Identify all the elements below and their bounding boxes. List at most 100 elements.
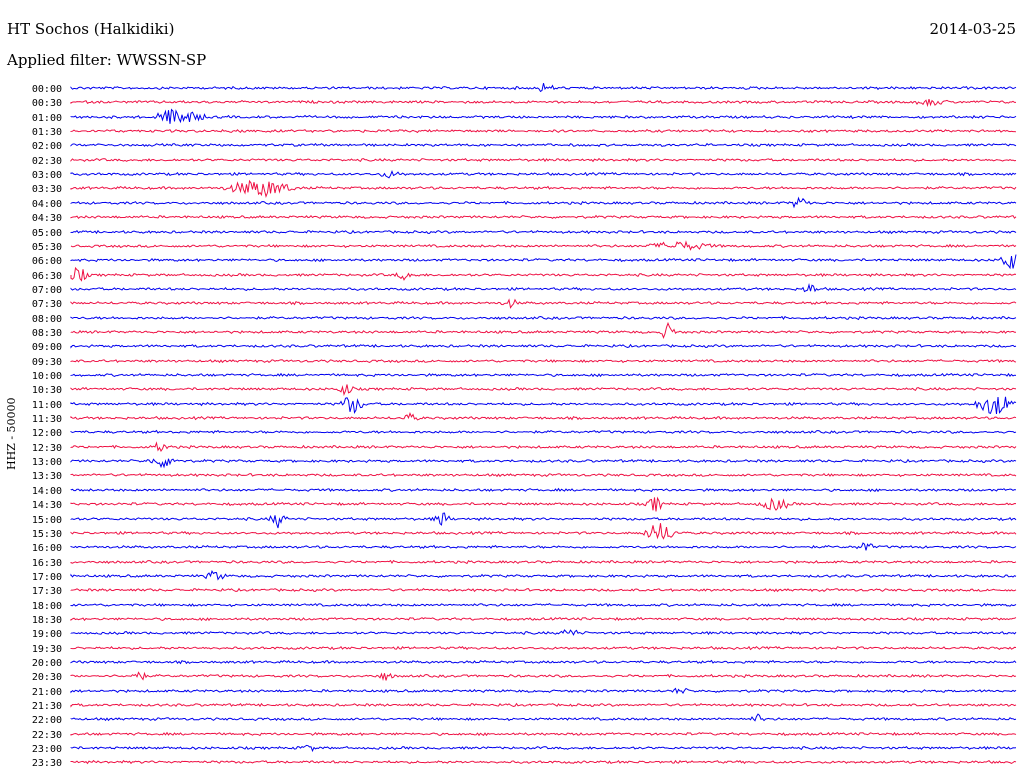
time-label: 07:30 [32,299,62,310]
trace-line [70,687,1017,695]
time-label: 12:30 [32,443,62,454]
time-label: 22:00 [32,715,62,726]
time-label: 13:30 [32,471,62,482]
trace-line [70,570,1017,581]
trace-line [70,157,1017,163]
time-label: 10:00 [32,371,62,382]
time-label: 02:30 [32,156,62,167]
time-label: 13:00 [32,457,62,468]
trace-line [70,214,1017,220]
time-label: 16:00 [32,543,62,554]
time-label: 15:30 [32,529,62,540]
time-label: 03:00 [32,170,62,181]
y-axis-label-wrap: HHZ - 50000 [5,380,21,470]
time-label: 00:30 [32,98,62,109]
trace-line [70,429,1017,435]
trace-line [70,321,1016,340]
time-label: 19:30 [32,644,62,655]
time-label: 03:30 [32,184,62,195]
filter-label: Applied filter: WWSSN-SP [7,51,207,69]
time-label: 21:00 [32,687,62,698]
time-label: 06:00 [32,256,62,267]
trace-line [70,343,1017,349]
trace-line [70,473,1017,478]
trace-line [70,629,1017,636]
trace-line [70,298,1017,309]
trace-line [70,315,1017,321]
trace-line [70,759,1017,765]
trace-line [70,441,1017,452]
time-label: 22:30 [32,730,62,741]
time-label: 05:00 [32,228,62,239]
trace-line [70,266,1017,282]
time-label: 07:00 [32,285,62,296]
time-label: 17:00 [32,572,62,583]
time-label: 23:30 [32,758,62,769]
trace-line [70,512,1017,529]
trace-line [70,359,1017,364]
time-label: 16:30 [32,558,62,569]
trace-line [70,713,1017,722]
time-label: 20:00 [32,658,62,669]
time-label: 14:00 [32,486,62,497]
time-label: 04:00 [32,199,62,210]
time-label: 18:00 [32,601,62,612]
trace-line [70,587,1017,593]
time-label: 04:30 [32,213,62,224]
time-label: 21:30 [32,701,62,712]
trace-line [70,542,1017,551]
trace-line [70,372,1017,378]
trace-line [70,396,1017,415]
time-label: 15:00 [32,515,62,526]
time-label: 02:00 [32,141,62,152]
trace-line [70,179,1017,199]
trace-line [70,645,1017,651]
time-label: 20:30 [32,672,62,683]
trace-line [70,412,1017,421]
time-label: 14:30 [32,500,62,511]
time-label: 06:30 [32,271,62,282]
trace-line [70,98,1017,108]
time-label: 10:30 [32,385,62,396]
station-title: HT Sochos (Halkidiki) [7,20,175,38]
time-label: 12:00 [32,428,62,439]
trace-line [70,229,1017,235]
trace-line [70,128,1017,134]
time-label: 23:00 [32,744,62,755]
trace-line [70,731,1017,737]
trace-line [70,496,1017,512]
y-axis-label: HHZ - 50000 [5,397,18,470]
trace-line [70,384,1017,396]
time-label: 09:30 [32,357,62,368]
trace-line [70,602,1017,608]
trace-line [70,671,1017,681]
trace-line [70,196,1017,209]
time-label: 01:30 [32,127,62,138]
trace-line [70,254,1017,270]
trace-line [70,702,1017,708]
trace-line [70,283,1017,293]
trace-line [70,170,1017,179]
time-label: 05:30 [32,242,62,253]
trace-line [70,559,1017,565]
time-label: 00:00 [32,84,62,95]
trace-line [70,108,1017,124]
time-label: 09:00 [32,342,62,353]
time-label: 08:00 [32,314,62,325]
time-label: 11:00 [32,400,62,411]
trace-line [70,616,1017,622]
date-label: 2014-03-25 [929,20,1016,38]
time-label: 01:00 [32,113,62,124]
time-label: 08:30 [32,328,62,339]
trace-line [70,487,1017,493]
trace-line [70,83,1017,93]
trace-line [70,142,1017,148]
trace-line [70,744,1017,753]
time-label: 17:30 [32,586,62,597]
time-label: 18:30 [32,615,62,626]
trace-line [70,240,1017,251]
trace-line [70,523,1017,540]
time-label: 19:00 [32,629,62,640]
trace-line [70,659,1017,665]
